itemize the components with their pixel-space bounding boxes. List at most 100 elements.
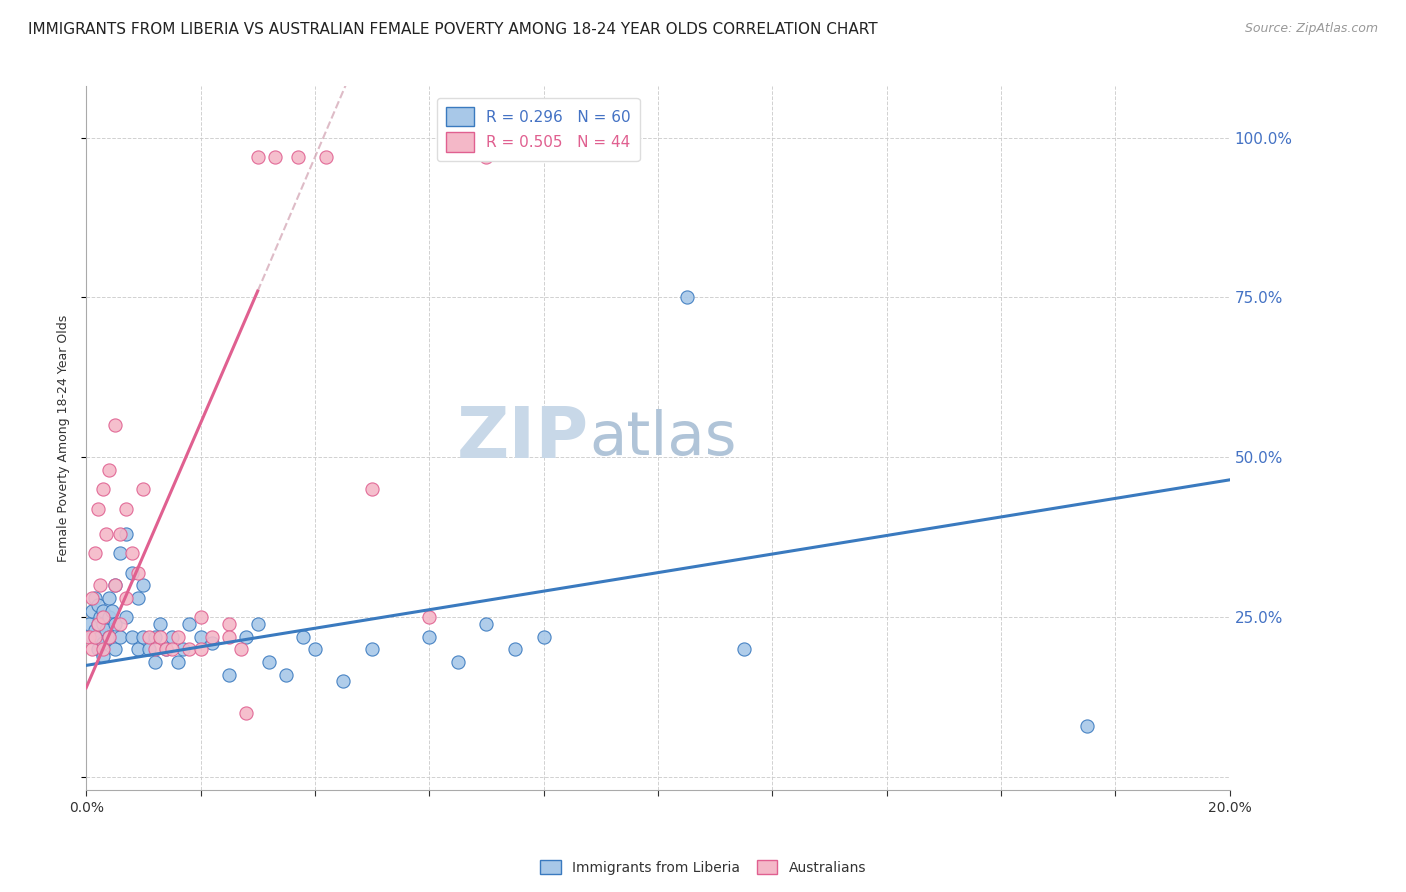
- Point: [104, 418, 127, 433]
- Point: [89, 578, 111, 592]
- Point: [121, 630, 143, 644]
- Point: [172, 642, 194, 657]
- Point: [91, 616, 114, 631]
- Point: [263, 150, 285, 164]
- Point: [475, 150, 498, 164]
- Point: [104, 578, 127, 592]
- Point: [91, 610, 114, 624]
- Point: [86, 642, 108, 657]
- Point: [83, 630, 105, 644]
- Legend: Immigrants from Liberia, Australians: Immigrants from Liberia, Australians: [534, 855, 872, 880]
- Point: [315, 150, 337, 164]
- Point: [98, 630, 121, 644]
- Point: [115, 610, 138, 624]
- Point: [361, 642, 384, 657]
- Point: [503, 642, 526, 657]
- Point: [91, 483, 114, 497]
- Point: [218, 616, 240, 631]
- Text: Source: ZipAtlas.com: Source: ZipAtlas.com: [1244, 22, 1378, 36]
- Point: [96, 527, 118, 541]
- Point: [121, 546, 143, 560]
- Point: [201, 636, 224, 650]
- Point: [132, 578, 155, 592]
- Point: [110, 527, 132, 541]
- Point: [127, 642, 149, 657]
- Point: [127, 591, 149, 606]
- Point: [96, 623, 118, 637]
- Point: [83, 546, 105, 560]
- Point: [127, 566, 149, 580]
- Point: [132, 483, 155, 497]
- Point: [86, 501, 108, 516]
- Point: [160, 642, 183, 657]
- Point: [332, 674, 354, 689]
- Point: [77, 630, 100, 644]
- Point: [218, 668, 240, 682]
- Point: [304, 642, 326, 657]
- Point: [86, 598, 108, 612]
- Point: [104, 616, 127, 631]
- Point: [91, 604, 114, 618]
- Point: [190, 630, 212, 644]
- Point: [733, 642, 755, 657]
- Point: [675, 291, 697, 305]
- Text: atlas: atlas: [589, 409, 737, 467]
- Point: [229, 642, 252, 657]
- Point: [177, 616, 200, 631]
- Point: [115, 527, 138, 541]
- Point: [115, 501, 138, 516]
- Point: [138, 630, 160, 644]
- Point: [121, 566, 143, 580]
- Point: [143, 642, 166, 657]
- Point: [89, 610, 111, 624]
- Point: [115, 591, 138, 606]
- Point: [98, 610, 121, 624]
- Point: [177, 642, 200, 657]
- Point: [110, 630, 132, 644]
- Point: [155, 642, 177, 657]
- Point: [98, 591, 121, 606]
- Point: [287, 150, 309, 164]
- Legend: R = 0.296   N = 60, R = 0.505   N = 44: R = 0.296 N = 60, R = 0.505 N = 44: [437, 97, 640, 161]
- Point: [218, 630, 240, 644]
- Point: [89, 630, 111, 644]
- Point: [235, 630, 257, 644]
- Point: [475, 616, 498, 631]
- Point: [276, 668, 298, 682]
- Point: [80, 604, 103, 618]
- Point: [361, 483, 384, 497]
- Point: [418, 630, 440, 644]
- Point: [98, 463, 121, 477]
- Point: [166, 655, 188, 669]
- Point: [143, 630, 166, 644]
- Point: [155, 642, 177, 657]
- Point: [166, 630, 188, 644]
- Point: [80, 630, 103, 644]
- Y-axis label: Female Poverty Among 18-24 Year Olds: Female Poverty Among 18-24 Year Olds: [58, 315, 70, 562]
- Point: [110, 546, 132, 560]
- Point: [190, 610, 212, 624]
- Point: [160, 630, 183, 644]
- Point: [77, 616, 100, 631]
- Point: [83, 591, 105, 606]
- Point: [101, 604, 124, 618]
- Text: ZIP: ZIP: [457, 404, 589, 473]
- Point: [246, 150, 269, 164]
- Point: [190, 642, 212, 657]
- Point: [138, 642, 160, 657]
- Text: IMMIGRANTS FROM LIBERIA VS AUSTRALIAN FEMALE POVERTY AMONG 18-24 YEAR OLDS CORRE: IMMIGRANTS FROM LIBERIA VS AUSTRALIAN FE…: [28, 22, 877, 37]
- Point: [80, 591, 103, 606]
- Point: [91, 636, 114, 650]
- Point: [143, 655, 166, 669]
- Point: [149, 630, 172, 644]
- Point: [86, 616, 108, 631]
- Point: [91, 648, 114, 663]
- Point: [447, 655, 470, 669]
- Point: [235, 706, 257, 721]
- Point: [83, 623, 105, 637]
- Point: [110, 616, 132, 631]
- Point: [533, 630, 555, 644]
- Point: [149, 616, 172, 631]
- Point: [132, 630, 155, 644]
- Point: [418, 610, 440, 624]
